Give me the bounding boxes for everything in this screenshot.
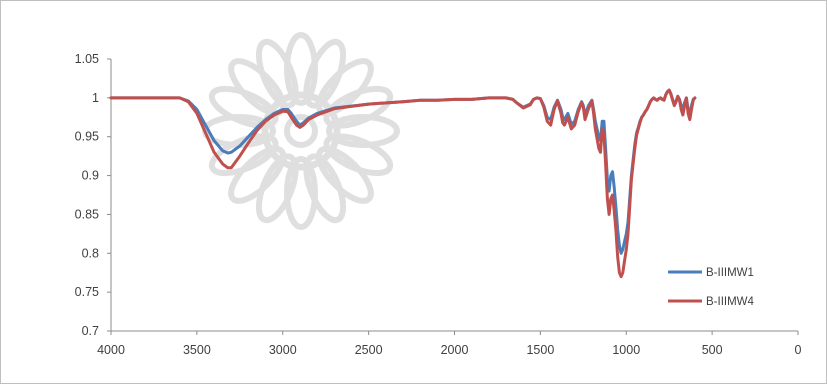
x-tick-label: 3500 bbox=[183, 343, 211, 357]
watermark-ring bbox=[261, 91, 341, 171]
x-tick-label: 500 bbox=[702, 343, 723, 357]
y-tick-label: 1.05 bbox=[75, 52, 99, 66]
x-tick-label: 1000 bbox=[612, 343, 640, 357]
y-tick-label: 0.8 bbox=[82, 246, 99, 260]
watermark-petal bbox=[284, 156, 318, 230]
series-b-iiimw4 bbox=[109, 88, 697, 279]
y-tick-label: 0.9 bbox=[82, 169, 99, 183]
watermark-petal bbox=[303, 153, 347, 224]
watermark-petal bbox=[284, 32, 318, 106]
watermark-petal bbox=[303, 38, 347, 109]
watermark-petal bbox=[255, 153, 299, 224]
legend-label: B-IIIMW1 bbox=[706, 267, 754, 279]
x-tick-label: 1500 bbox=[526, 343, 554, 357]
series-layer bbox=[109, 88, 697, 279]
y-tick-label: 0.75 bbox=[75, 285, 99, 299]
watermark-petal bbox=[323, 133, 394, 177]
x-tick-label: 0 bbox=[795, 343, 802, 357]
x-tick-label: 2500 bbox=[355, 343, 383, 357]
watermark-petal bbox=[208, 85, 279, 129]
x-tick-label: 2000 bbox=[441, 343, 469, 357]
x-tick-label: 4000 bbox=[97, 343, 125, 357]
legend-item: B-IIIMW1 bbox=[668, 267, 754, 279]
legend-label: B-IIIMW4 bbox=[706, 296, 755, 308]
watermark-petal bbox=[228, 145, 287, 204]
y-tick-label: 0.95 bbox=[75, 130, 99, 144]
watermark-logo bbox=[202, 32, 400, 230]
watermark-petal bbox=[208, 133, 279, 177]
watermark-petal bbox=[255, 38, 299, 109]
y-tick-label: 0.85 bbox=[75, 207, 99, 221]
x-tick-label: 3000 bbox=[269, 343, 297, 357]
y-tick-label: 1 bbox=[92, 91, 99, 105]
watermark-petal bbox=[315, 145, 374, 204]
watermark-center bbox=[284, 114, 318, 148]
watermark-petal bbox=[326, 114, 400, 148]
y-tick-label: 0.7 bbox=[82, 324, 99, 338]
legend: B-IIIMW1 B-IIIMW4 bbox=[668, 267, 755, 308]
series-line bbox=[109, 88, 697, 279]
legend-item: B-IIIMW4 bbox=[668, 296, 755, 308]
axes: 0.7 0.75 0.8 0.85 0.9 0.95 1 1.05 4000 3500 3000 25… bbox=[75, 52, 802, 357]
watermark-petal bbox=[323, 85, 394, 129]
